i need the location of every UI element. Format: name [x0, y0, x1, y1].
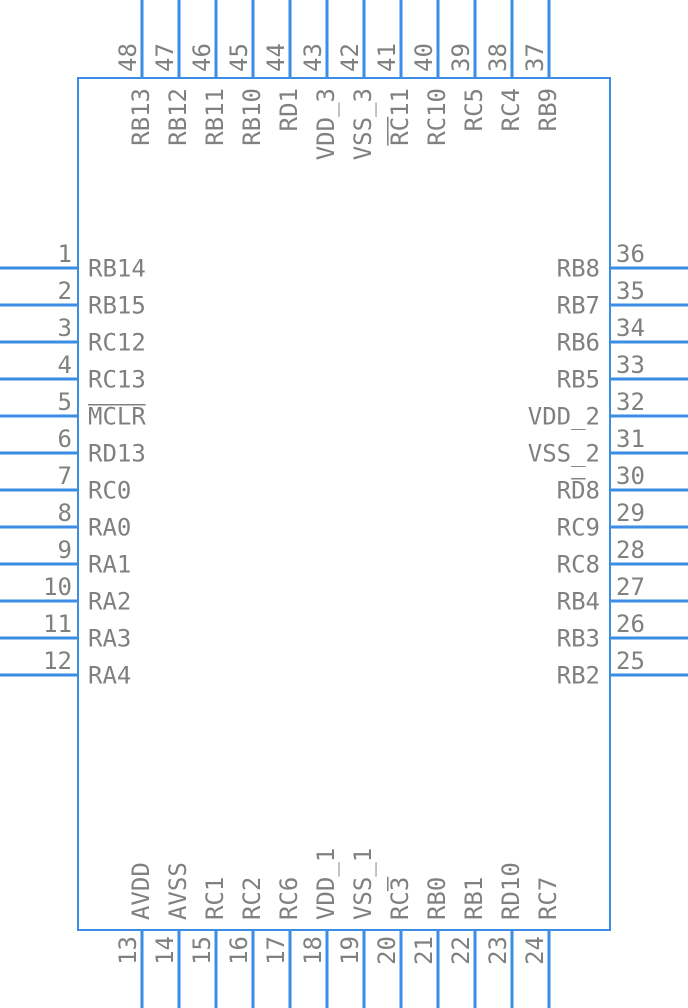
pin-name: RC8	[557, 550, 600, 578]
pin-number: 44	[262, 43, 290, 72]
pin-number: 45	[225, 43, 253, 72]
pin-number: 35	[616, 277, 645, 305]
pin-name: RB12	[164, 88, 192, 146]
pin-name: VDD_3	[312, 88, 340, 160]
pin-name: RC7	[534, 877, 562, 920]
pin-name: RD10	[497, 862, 525, 920]
pin-number: 17	[262, 936, 290, 965]
pin-number: 33	[616, 351, 645, 379]
pin-name: RA4	[88, 661, 131, 689]
pin-name: RC6	[275, 877, 303, 920]
pin-number: 25	[616, 647, 645, 675]
pin-name: AVDD	[127, 862, 155, 920]
pin-number: 36	[616, 240, 645, 268]
pin-number: 30	[616, 462, 645, 490]
pin-number: 24	[521, 936, 549, 965]
pin-name: RB9	[534, 88, 562, 131]
pin-number: 42	[336, 43, 364, 72]
pin-name: RA0	[88, 513, 131, 541]
pin-number: 1	[58, 240, 72, 268]
pin-name: RB11	[201, 88, 229, 146]
pin-name: RA2	[88, 587, 131, 615]
pin-number: 26	[616, 610, 645, 638]
pin-number: 10	[43, 573, 72, 601]
pin-number: 23	[484, 936, 512, 965]
pin-number: 38	[484, 43, 512, 72]
pin-number: 48	[114, 43, 142, 72]
pin-name: RB2	[557, 661, 600, 689]
pin-name: RB4	[557, 587, 600, 615]
pin-name: RC3	[386, 877, 414, 920]
pin-name: RB7	[557, 291, 600, 319]
pin-number: 6	[58, 425, 72, 453]
pin-name: RC4	[497, 88, 525, 131]
pin-name: RC10	[423, 88, 451, 146]
pin-name: RC0	[88, 476, 131, 504]
pin-name: RB15	[88, 291, 146, 319]
pin-number: 14	[151, 936, 179, 965]
pin-number: 3	[58, 314, 72, 342]
pin-number: 8	[58, 499, 72, 527]
pin-number: 29	[616, 499, 645, 527]
pin-number: 19	[336, 936, 364, 965]
pin-name: RB5	[557, 365, 600, 393]
pin-number: 40	[410, 43, 438, 72]
pin-name: RC5	[460, 88, 488, 131]
pin-name: RC13	[88, 365, 146, 393]
pin-name: RB13	[127, 88, 155, 146]
pin-name: RD13	[88, 439, 146, 467]
pin-name: RB3	[557, 624, 600, 652]
pin-name: RC9	[557, 513, 600, 541]
pin-number: 37	[521, 43, 549, 72]
ic-pinout-diagram: 1RB142RB153RC124RC135MCLR6RD137RC08RA09R…	[0, 0, 688, 1008]
pin-name: RC1	[201, 877, 229, 920]
pin-number: 21	[410, 936, 438, 965]
pin-name: VSS_1	[349, 848, 377, 920]
pin-number: 2	[58, 277, 72, 305]
pin-name: RA1	[88, 550, 131, 578]
pin-name: MCLR	[88, 402, 146, 430]
pin-number: 39	[447, 43, 475, 72]
pin-number: 12	[43, 647, 72, 675]
pin-name: RB10	[238, 88, 266, 146]
pin-name: RC12	[88, 328, 146, 356]
pin-number: 13	[114, 936, 142, 965]
pin-number: 9	[58, 536, 72, 564]
pin-number: 41	[373, 43, 401, 72]
pin-number: 7	[58, 462, 72, 490]
pin-name: RB1	[460, 877, 488, 920]
pin-name: VSS_3	[349, 88, 377, 160]
pin-number: 31	[616, 425, 645, 453]
pin-number: 15	[188, 936, 216, 965]
pin-number: 34	[616, 314, 645, 342]
pin-name: RB0	[423, 877, 451, 920]
pin-name: VDD_2	[528, 402, 600, 430]
pin-name: RB8	[557, 254, 600, 282]
pin-name: RC11	[386, 88, 414, 146]
pin-name: RD8	[557, 476, 600, 504]
pin-name: RB6	[557, 328, 600, 356]
pin-number: 22	[447, 936, 475, 965]
pin-number: 11	[43, 610, 72, 638]
pin-name: VDD_1	[312, 848, 340, 920]
pin-number: 32	[616, 388, 645, 416]
pin-number: 47	[151, 43, 179, 72]
pin-name: AVSS	[164, 862, 192, 920]
pin-name: RD1	[275, 88, 303, 131]
pin-number: 27	[616, 573, 645, 601]
pin-number: 20	[373, 936, 401, 965]
pin-number: 16	[225, 936, 253, 965]
pin-name: RB14	[88, 254, 146, 282]
pin-name: RA3	[88, 624, 131, 652]
pin-name: RC2	[238, 877, 266, 920]
pin-number: 43	[299, 43, 327, 72]
pin-name: VSS_2	[528, 439, 600, 467]
pin-number: 4	[58, 351, 72, 379]
pin-number: 5	[58, 388, 72, 416]
pin-number: 28	[616, 536, 645, 564]
pin-number: 46	[188, 43, 216, 72]
pin-number: 18	[299, 936, 327, 965]
